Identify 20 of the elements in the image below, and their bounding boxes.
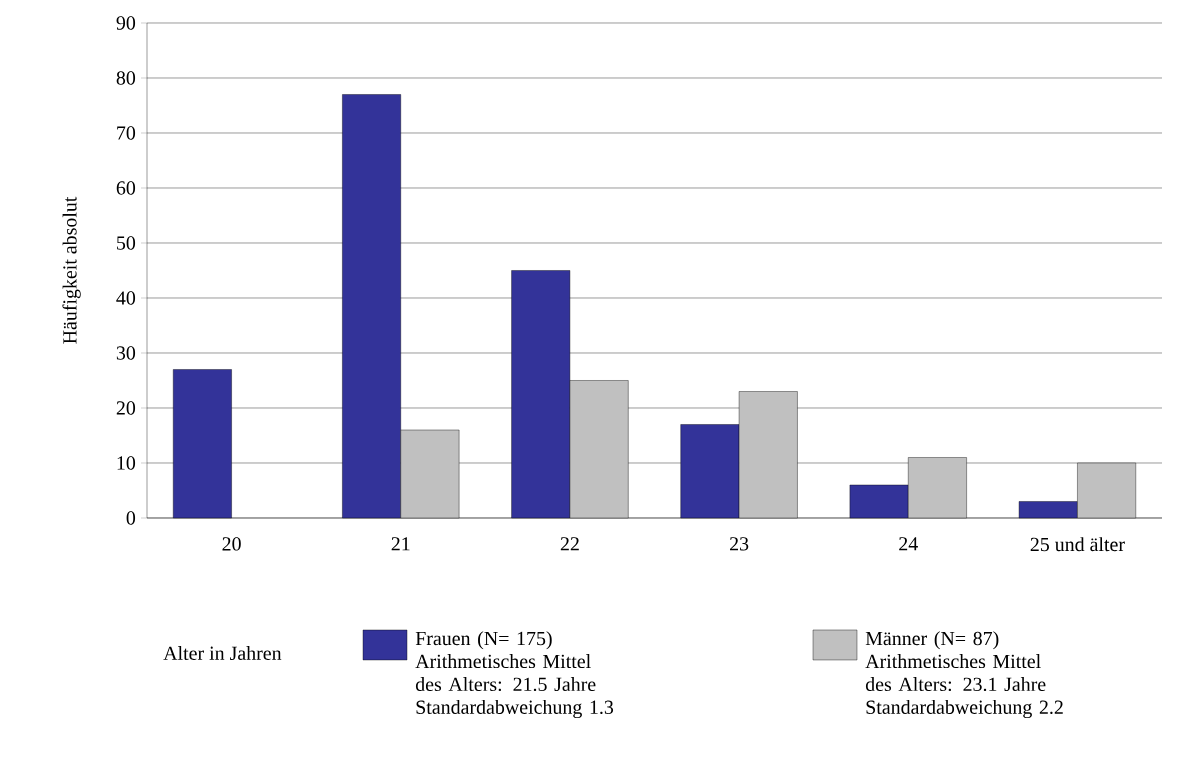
x-tick-label: 24: [899, 537, 918, 551]
y-tick-label: 40: [116, 291, 136, 305]
x-tick-label: 22: [560, 537, 579, 551]
legend-label: Frauen (N= 175) Arithmetisches Mittel des Alters: 21.5 Jahre Standardabweichung 1.3: [415, 631, 614, 719]
y-tick-label: 10: [117, 456, 136, 470]
y-tick-label: 0: [126, 511, 136, 525]
y-tick-label: 60: [116, 181, 136, 195]
y-axis-title: Häufigkeit absolut: [62, 196, 81, 344]
y-tick-label: 70: [117, 126, 136, 140]
y-tick-label: 80: [116, 71, 136, 85]
y-tick-label: 30: [116, 346, 136, 360]
legend-label: Männer (N= 87) Arithmetisches Mittel des Alters: 23.1 Jahre Standardabweichung 2.2: [865, 631, 1063, 719]
x-tick-label: 21: [391, 537, 410, 551]
x-tick-label: 20: [222, 537, 241, 551]
y-tick-label: 90: [116, 16, 136, 30]
text: Alter in Jahren: [163, 645, 282, 660]
y-tick-label: 20: [116, 401, 136, 415]
x-tick-label: 25 und älter: [1030, 537, 1125, 552]
y-tick-label: 50: [117, 236, 136, 250]
x-tick-label: 23: [730, 537, 749, 551]
